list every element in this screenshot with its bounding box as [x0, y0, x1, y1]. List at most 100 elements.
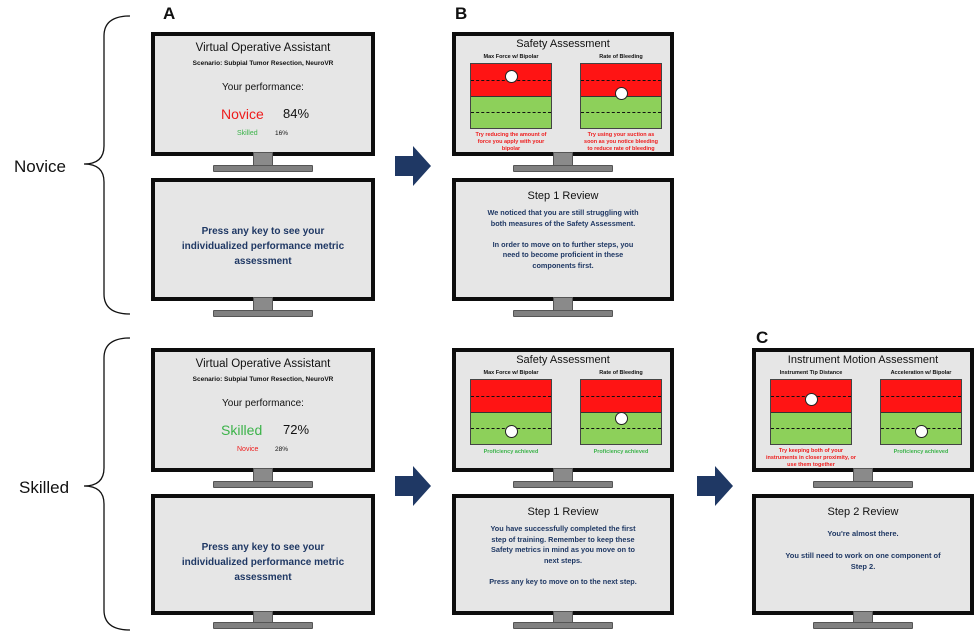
text-line: You're almost there. [827, 529, 899, 538]
step1-skilled-message: You have successfully completed the firs… [464, 524, 662, 588]
your-performance-label: Your performance: [222, 398, 304, 409]
text-line: Proficiency achieved [483, 449, 539, 455]
text-line: We noticed that you are still struggling… [487, 208, 639, 217]
scenario-text: Scenario: Subpial Tumor Resection, Neuro… [192, 376, 334, 383]
novice-brace [83, 15, 131, 315]
text-line: instruments in closer proximity, or [765, 455, 857, 462]
monitor-base [213, 622, 313, 629]
gauge-2-label: Acceleration w/ Bipolar [890, 370, 952, 376]
text-line: soon as you notice bleeding [584, 139, 658, 146]
text-line: Press any key to move on to the next ste… [489, 576, 637, 586]
arrow-a-to-b-novice [395, 146, 431, 186]
text-line: Try reducing the amount of [475, 132, 547, 138]
gauge-1-label: Max Force w/ Bipolar [483, 370, 539, 376]
monitor-base [213, 481, 313, 488]
text-line: Step 2. [850, 562, 876, 571]
text-line [764, 539, 962, 550]
monitor-neck [553, 152, 573, 166]
gauge-2-marker [915, 425, 928, 439]
text-line: components first. [532, 260, 594, 270]
gauge-2-feedback: Try using your suction as soon as you not… [572, 132, 670, 153]
gauge-1-label: Max Force w/ Bipolar [483, 54, 539, 60]
monitor-base [213, 165, 313, 172]
panel-label-a: A [163, 4, 176, 23]
monitor-step2: Step 2 Review You're almost there. You s… [752, 494, 974, 632]
main-category-percent: 84% [283, 106, 310, 121]
row-label-novice: Novice [14, 157, 66, 176]
monitor-novice-press-key: Press any key to see your individualized… [151, 178, 375, 320]
gauge-1-marker [805, 393, 818, 407]
press-key-line: individualized performance metric [181, 241, 345, 252]
monitor-neck [253, 297, 273, 311]
text-line: You still need to work on one component … [785, 551, 941, 560]
gauge-1-marker [505, 69, 518, 83]
your-performance-label: Your performance: [222, 82, 304, 93]
screen: Step 1 Review You have successfully comp… [452, 494, 674, 615]
monitor-base [513, 622, 613, 629]
gauge-1-feedback: Try keeping both of your instruments in c… [760, 448, 862, 469]
text-line: use them together [787, 462, 835, 469]
gauge-1 [470, 379, 552, 445]
screen-title: Step 1 Review [527, 506, 599, 518]
monitor-step1-skilled: Step 1 Review You have successfully comp… [452, 494, 674, 632]
gauge-1-feedback: Try reducing the amount of force you appl… [462, 132, 560, 153]
gauge-2-marker [615, 412, 628, 426]
screen: Safety Assessment Max Force w/ Bipolar R… [452, 32, 674, 156]
monitor-skilled-performance: Virtual Operative Assistant Scenario: Su… [151, 348, 375, 492]
gauge-1 [770, 379, 852, 445]
secondary-category-percent: 28% [275, 446, 289, 453]
monitor-neck [253, 152, 273, 166]
arrow-a-to-b-skilled [395, 466, 431, 506]
press-key-message: Press any key to see your individualized… [163, 540, 363, 585]
screen-title: Safety Assessment [516, 38, 610, 50]
text-line: to reduce rate of bleeding [587, 146, 655, 153]
screen: Instrument Motion Assessment Instrument … [752, 348, 974, 472]
text-line [464, 566, 662, 577]
press-key-line: individualized performance metric [181, 557, 345, 568]
gauge-2-feedback: Proficiency achieved [572, 449, 670, 456]
text-line: need to become proficient in these [502, 250, 624, 260]
screen: Safety Assessment Max Force w/ Bipolar R… [452, 348, 674, 472]
secondary-category-percent: 16% [275, 130, 289, 137]
screen: Press any key to see your individualized… [151, 494, 375, 615]
text-line: You have successfully completed the firs… [490, 524, 636, 533]
text-line: step of training. Remember to keep these [491, 534, 635, 544]
monitor-neck [553, 297, 573, 311]
monitor-safety-novice: Safety Assessment Max Force w/ Bipolar R… [452, 32, 674, 176]
screen-title: Safety Assessment [516, 354, 610, 366]
monitor-base [213, 310, 313, 317]
monitor-base [513, 165, 613, 172]
gauge-2-label: Rate of Bleeding [599, 54, 643, 60]
panel-label-b: B [455, 4, 468, 23]
monitor-neck [853, 468, 873, 482]
screen-title: Virtual Operative Assistant [195, 358, 331, 370]
gauge-1-label: Instrument Tip Distance [779, 370, 843, 376]
monitor-instrument-motion: Instrument Motion Assessment Instrument … [752, 348, 974, 492]
text-line: Proficiency achieved [893, 449, 949, 455]
monitor-novice-performance: Virtual Operative Assistant Scenario: Su… [151, 32, 375, 176]
step2-message: You're almost there. You still need to w… [764, 528, 962, 572]
text-line: both measures of the Safety Assessment. [490, 218, 636, 228]
screen-title: Virtual Operative Assistant [195, 42, 331, 54]
monitor-neck [253, 468, 273, 482]
scenario-text: Scenario: Subpial Tumor Resection, Neuro… [192, 60, 334, 67]
arrow-b-to-c-skilled [697, 466, 733, 506]
main-category-label: Novice [221, 106, 264, 122]
main-category-label: Skilled [221, 422, 263, 438]
gauge-1-feedback: Proficiency achieved [462, 449, 560, 456]
press-key-line: assessment [234, 572, 292, 583]
text-line: In order to move on to further steps, yo… [492, 239, 634, 249]
gauge-2-feedback: Proficiency achieved [872, 449, 970, 456]
secondary-category-label: Novice [237, 446, 259, 453]
text-line [464, 229, 662, 240]
monitor-base [813, 481, 913, 488]
text-line: Proficiency achieved [593, 449, 649, 455]
screen: Virtual Operative Assistant Scenario: Su… [151, 32, 375, 156]
panel-label-c: C [756, 328, 769, 347]
monitor-base [513, 481, 613, 488]
press-key-line: assessment [234, 256, 292, 267]
text-line: bipolar [501, 146, 521, 153]
secondary-category-label: Skilled [237, 130, 258, 137]
press-key-line: Press any key to see your [201, 542, 325, 553]
screen: Step 1 Review We noticed that you are st… [452, 178, 674, 301]
